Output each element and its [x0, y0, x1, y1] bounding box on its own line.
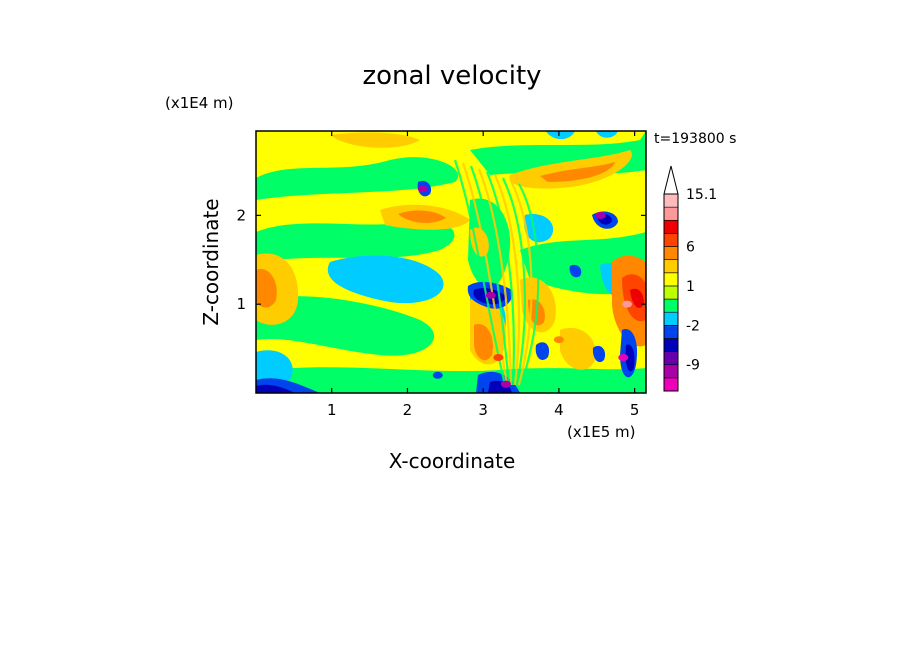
colorbar-extend-arrow: [663, 165, 679, 195]
plot-frame: [255, 130, 647, 394]
field-feature: [432, 371, 443, 379]
field-streak: [510, 180, 533, 386]
field-region: [545, 131, 575, 140]
colorbar-swatch: [663, 259, 679, 274]
colorbar-label: 1: [686, 279, 695, 295]
field-region: [488, 380, 512, 393]
field-region: [474, 324, 493, 361]
colorbar-swatch: [663, 338, 679, 352]
field-region: [256, 157, 459, 200]
field-region: [630, 288, 644, 308]
x-axis-label: X-coordinate: [389, 449, 516, 473]
field-region: [625, 344, 635, 372]
field-region: [330, 132, 420, 148]
colorbar-swatch: [663, 246, 679, 260]
colorbar-swatch: [663, 377, 679, 392]
y-unit-label: (x1E4 m): [165, 94, 234, 112]
field-region: [560, 327, 596, 370]
colorbar-label: -2: [686, 318, 700, 334]
chart-title: zonal velocity: [362, 61, 541, 91]
x-tick-label: 2: [403, 401, 413, 419]
field-region: [592, 345, 606, 363]
y-tick-label: 1: [236, 295, 246, 313]
field-region: [256, 220, 455, 262]
field-feature: [622, 300, 633, 308]
colorbar-swatch: [663, 311, 679, 326]
field-feature: [485, 291, 496, 299]
field-region: [256, 350, 293, 385]
colorbar-swatch: [663, 298, 679, 313]
field-streak: [518, 183, 540, 386]
colorbar-swatch: [663, 351, 679, 366]
x-tick-label: 1: [327, 401, 337, 419]
field-region: [256, 296, 435, 356]
field-region: [256, 269, 277, 308]
field-feature: [553, 336, 564, 344]
field-feature: [595, 211, 606, 219]
colorbar-swatch: [663, 325, 679, 339]
field-feature: [500, 380, 511, 388]
x-tick-label: 5: [630, 401, 640, 419]
field-region: [596, 131, 618, 138]
x-tick-label: 3: [478, 401, 488, 419]
field-feature: [425, 211, 436, 219]
colorbar-frame: [663, 193, 679, 392]
x-axis: 1 2 3 4 5: [327, 131, 639, 419]
field-streak: [461, 162, 509, 386]
field-region: [540, 162, 615, 182]
colorbar-swatch: [663, 233, 679, 247]
colorbar-swatch: [663, 206, 679, 221]
x-tick-label: 4: [554, 401, 564, 419]
field-feature: [417, 185, 428, 193]
colorbar-label: -9: [686, 358, 700, 374]
y-tick-label: 2: [236, 206, 246, 224]
velocity-field: [256, 131, 646, 393]
colorbar-swatch: [663, 193, 679, 208]
colorbar-swatch: [663, 272, 679, 287]
field-region: [256, 384, 295, 393]
colorbar: 15.1 6 1 -2 -9: [663, 165, 717, 392]
field-region: [327, 255, 444, 304]
field-streak: [453, 159, 507, 386]
field-streak: [493, 174, 521, 386]
colorbar-swatch: [663, 364, 679, 379]
y-axis-label: Z-coordinate: [199, 198, 223, 325]
time-label: t=193800 s: [654, 131, 736, 147]
field-region: [256, 367, 646, 393]
field-streak: [485, 171, 515, 386]
colorbar-label: 6: [686, 240, 695, 256]
plot-area: [255, 130, 647, 394]
x-unit-label: (x1E5 m): [567, 423, 636, 441]
field-streak: [477, 168, 513, 386]
field-streak: [469, 165, 511, 386]
field-feature: [493, 353, 504, 361]
colorbar-label: 15.1: [686, 187, 717, 203]
field-region: [509, 150, 632, 189]
colorbar-swatch: [663, 285, 679, 300]
y-axis: 12: [236, 206, 646, 313]
field-feature: [618, 353, 629, 361]
field-streak: [502, 177, 527, 386]
field-feature: [349, 282, 360, 290]
field-region: [569, 264, 582, 278]
field-region: [535, 342, 550, 360]
colorbar-swatch: [663, 219, 679, 234]
